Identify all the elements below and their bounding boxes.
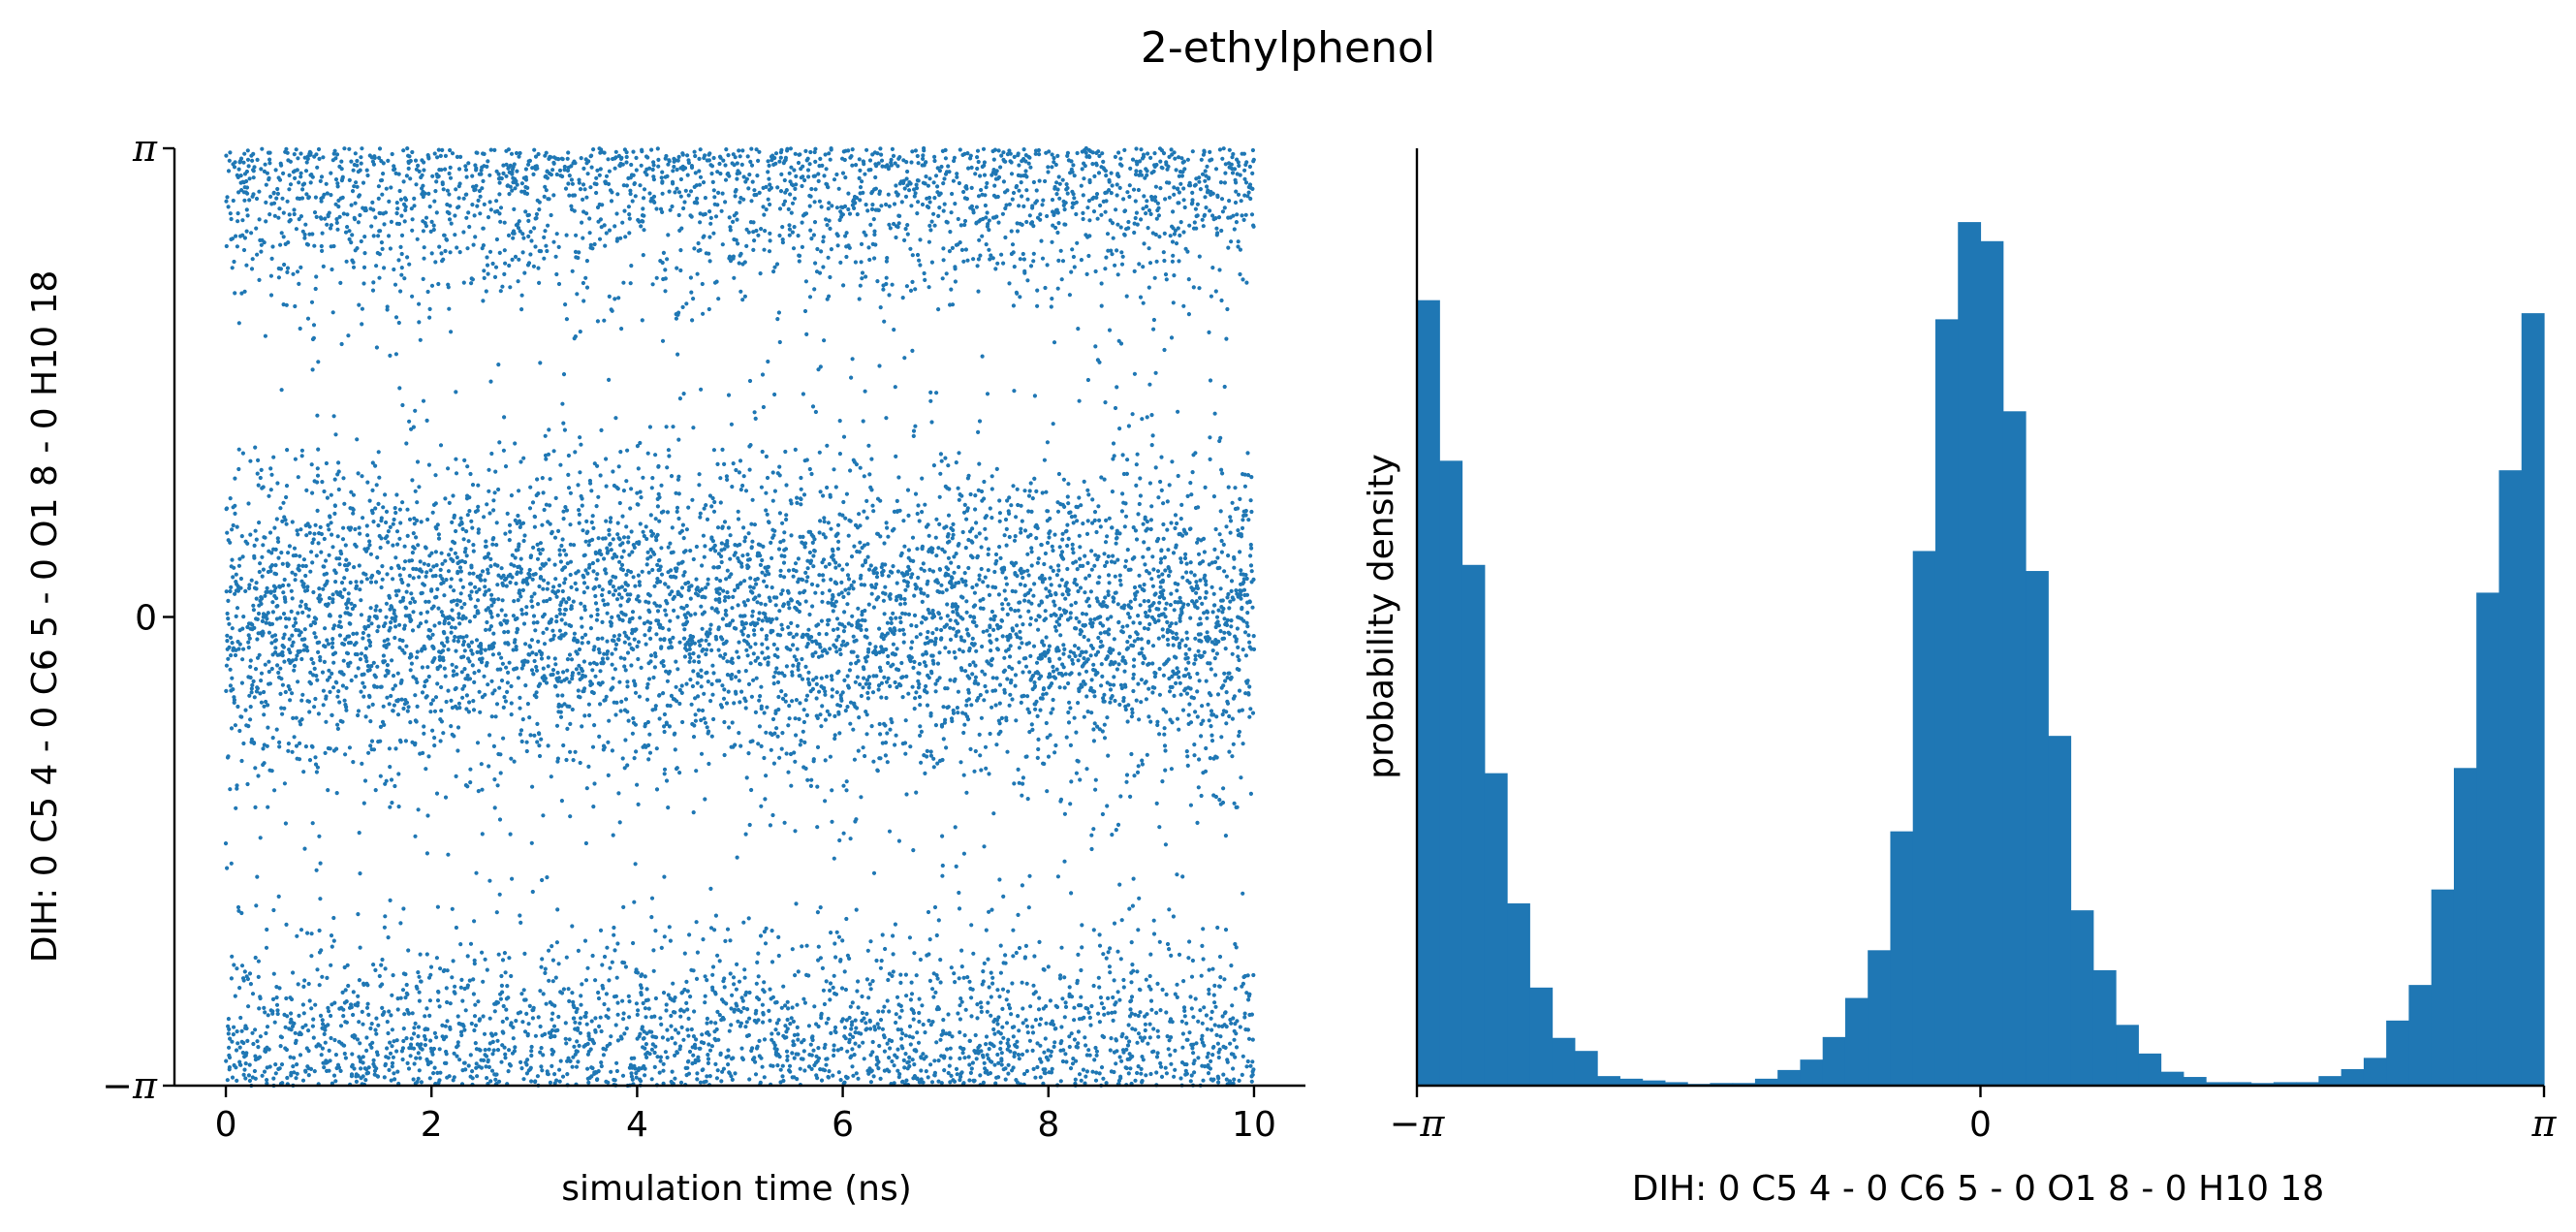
histogram-x-axis-label: DIH: 0 C5 4 - 0 C6 5 - 0 O1 8 - 0 H10 18 [1632, 1169, 2325, 1209]
histogram-bar [2521, 313, 2545, 1086]
histogram-bar [1732, 1083, 1756, 1086]
histogram-bar [2250, 1083, 2275, 1086]
histogram-y-axis-label: probability density [1362, 454, 1401, 779]
histogram-bar [1822, 1036, 1846, 1086]
scatter-point-cloud [223, 145, 1257, 1089]
histogram-bar [2273, 1082, 2297, 1086]
scatter-x-tick-label: 6 [832, 1105, 854, 1145]
histogram-bar [2476, 592, 2500, 1086]
histogram-bar [1461, 564, 1486, 1086]
histogram-bar [1777, 1069, 1802, 1086]
histogram-bar [1484, 773, 1508, 1086]
scatter-x-tick-label: 4 [626, 1105, 648, 1145]
histogram-bars [1417, 222, 2545, 1087]
histogram-bar [1439, 460, 1463, 1087]
histogram-bar [1754, 1078, 1778, 1086]
scatter-x-tick-label: 8 [1037, 1105, 1059, 1145]
scatter-y-tick-label: π [132, 127, 158, 170]
histogram-bar [1664, 1082, 1688, 1086]
histogram-bar [1597, 1076, 1620, 1086]
histogram-bar [1642, 1080, 1666, 1086]
histogram-bar [2431, 889, 2455, 1086]
histogram-bar [1844, 997, 1869, 1086]
histogram-bar [2070, 910, 2094, 1086]
scatter-panel: 0 2 4 6 8 10 −π 0 π simulation time (ns) DIH: 0 … [25, 127, 1305, 1209]
histogram-x-tick-label: π [2531, 1102, 2558, 1145]
histogram-panel: −π 0 π DIH: 0 C5 4 - 0 C6 5 - 0 O1 8 - 0 H… [1362, 148, 2558, 1209]
histogram-bar [1552, 1037, 1576, 1086]
histogram-bar [1619, 1078, 1644, 1086]
histogram-bar [2498, 470, 2523, 1086]
histogram-bar [1980, 240, 2004, 1087]
histogram-axes: −π 0 π [1390, 148, 2558, 1145]
histogram-bar [2408, 985, 2433, 1086]
scatter-y-tick-label: 0 [135, 599, 157, 639]
scatter-y-tick-label: −π [102, 1064, 158, 1107]
histogram-bar [1934, 319, 1959, 1086]
histogram-bar [2183, 1077, 2207, 1086]
histogram-bar [1890, 831, 1914, 1086]
histogram-bar [1710, 1083, 1734, 1086]
histogram-bar [1958, 222, 1982, 1087]
histogram-bar [1574, 1051, 1598, 1086]
histogram-bar [1507, 902, 1530, 1086]
figure-title: 2-ethylphenol [1141, 23, 1435, 73]
histogram-bar [2453, 768, 2477, 1086]
histogram-bar [2363, 1058, 2387, 1086]
histogram-bar [2138, 1053, 2162, 1086]
histogram-x-tick-label: −π [1390, 1102, 1446, 1145]
histogram-bar [2116, 1025, 2139, 1086]
scatter-x-tick-label: 2 [421, 1105, 443, 1145]
scatter-x-axis-label: simulation time (ns) [561, 1169, 912, 1209]
histogram-x-tick-label: 0 [1969, 1105, 1992, 1145]
histogram-bar [2002, 411, 2026, 1086]
histogram-bar [2318, 1076, 2342, 1086]
scatter-y-axis-label: DIH: 0 C5 4 - 0 C6 5 - 0 O1 8 - 0 H10 18 [25, 270, 65, 963]
histogram-bar [2296, 1082, 2319, 1086]
histogram-bar [2026, 571, 2049, 1086]
histogram-bar [1912, 551, 1936, 1086]
scatter-x-tick-label: 10 [1232, 1105, 1276, 1145]
histogram-bar [2206, 1082, 2229, 1086]
histogram-bar [2092, 969, 2117, 1086]
histogram-bar [1529, 987, 1554, 1086]
scatter-axes: 0 2 4 6 8 10 −π 0 π [102, 127, 1305, 1145]
histogram-bar [2340, 1068, 2365, 1086]
histogram-bar [1800, 1059, 1824, 1086]
scatter-points [223, 145, 1257, 1089]
histogram-bar [1868, 950, 1892, 1086]
histogram-bar [2048, 736, 2072, 1086]
histogram-bar [2160, 1071, 2184, 1086]
histogram-bar [1417, 300, 1440, 1086]
scatter-x-tick-label: 0 [215, 1105, 237, 1145]
histogram-bar [2228, 1082, 2252, 1086]
histogram-bar [2386, 1020, 2410, 1086]
